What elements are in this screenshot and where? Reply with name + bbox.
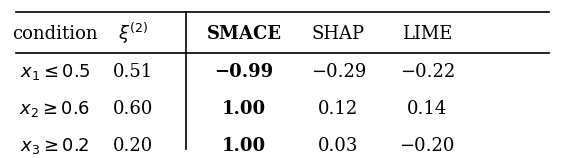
Text: 0.12: 0.12 <box>318 100 359 118</box>
Text: −0.99: −0.99 <box>214 63 274 81</box>
Text: 0.60: 0.60 <box>112 100 153 118</box>
Text: −0.29: −0.29 <box>311 63 366 81</box>
Text: $\xi^{(2)}$: $\xi^{(2)}$ <box>117 21 148 46</box>
Text: $x_2 \geq 0.6$: $x_2 \geq 0.6$ <box>20 99 90 119</box>
Text: $x_1 \leq 0.5$: $x_1 \leq 0.5$ <box>20 62 90 82</box>
Text: −0.22: −0.22 <box>400 63 455 81</box>
Text: 0.51: 0.51 <box>112 63 153 81</box>
Text: $x_3 \geq 0.2$: $x_3 \geq 0.2$ <box>20 136 90 156</box>
Text: 1.00: 1.00 <box>222 137 266 155</box>
Text: 0.20: 0.20 <box>112 137 153 155</box>
Text: SHAP: SHAP <box>312 25 365 43</box>
Text: 0.03: 0.03 <box>318 137 359 155</box>
Text: 0.14: 0.14 <box>407 100 447 118</box>
Text: LIME: LIME <box>402 25 452 43</box>
Text: 1.00: 1.00 <box>222 100 266 118</box>
Text: −0.20: −0.20 <box>400 137 455 155</box>
Text: condition: condition <box>12 25 98 43</box>
Text: SMACE: SMACE <box>206 25 282 43</box>
